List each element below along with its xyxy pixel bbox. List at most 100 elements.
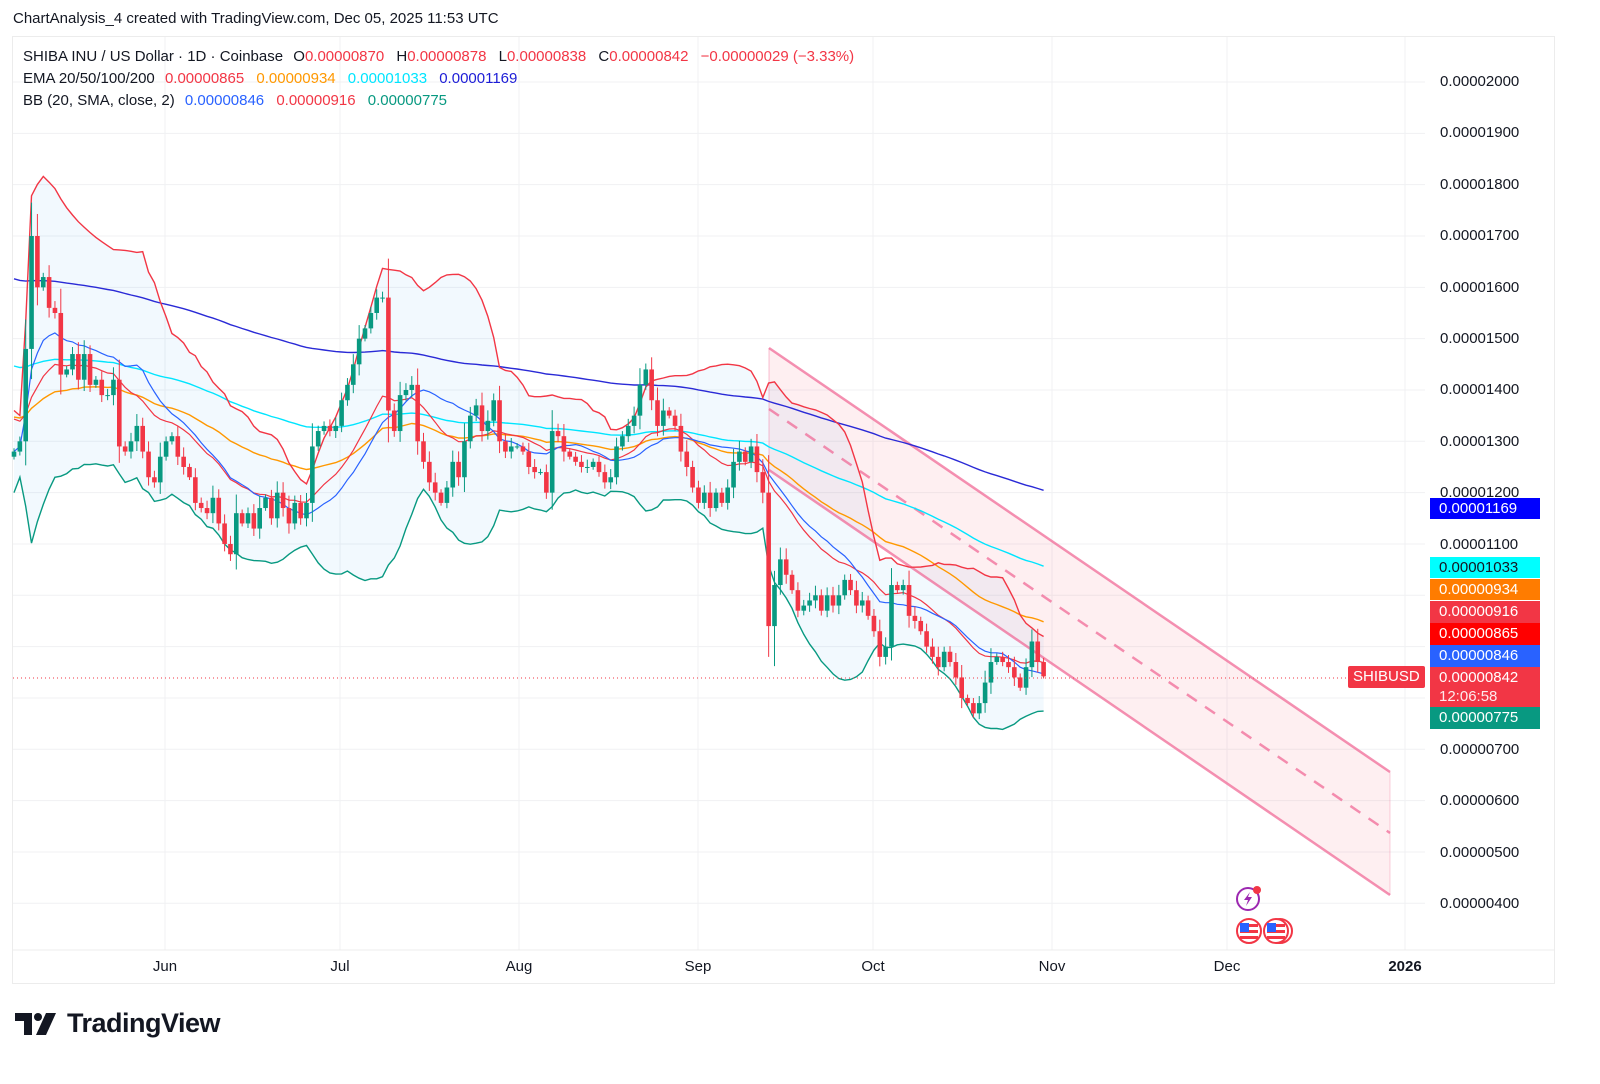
candle-body bbox=[216, 497, 222, 524]
us-economic-events-icon[interactable] bbox=[1234, 915, 1296, 947]
candle-body bbox=[596, 461, 602, 473]
candle-body bbox=[315, 431, 321, 447]
candle-body bbox=[544, 472, 549, 493]
candle-body bbox=[573, 456, 578, 462]
legend-ema-label[interactable]: EMA 20/50/100/200 bbox=[23, 70, 155, 87]
price-tick: 0.00001900 bbox=[1440, 124, 1520, 141]
candle-body bbox=[889, 585, 894, 647]
candle-body bbox=[46, 277, 52, 308]
channel-lower-line bbox=[768, 468, 1391, 897]
candle-body bbox=[386, 297, 391, 411]
candle-body bbox=[549, 431, 555, 493]
candle-body bbox=[918, 620, 924, 632]
channel-mid-line bbox=[768, 407, 1391, 835]
candle-body bbox=[140, 425, 145, 452]
candle-body bbox=[731, 461, 736, 488]
candle-body bbox=[321, 425, 327, 432]
bb-lower-line bbox=[13, 463, 1044, 731]
candle-body bbox=[789, 574, 795, 591]
candle-body bbox=[824, 595, 830, 611]
candle-body bbox=[403, 389, 409, 396]
candle-body bbox=[310, 446, 315, 503]
candle-body bbox=[181, 456, 186, 467]
legend-symbol[interactable]: SHIBA INU / US Dollar · 1D · Coinbase bbox=[23, 48, 284, 65]
candle-body bbox=[415, 384, 420, 442]
ema20-price-tag: 0.00000865 bbox=[1430, 623, 1540, 645]
legend-bb-label[interactable]: BB (20, SMA, close, 2) bbox=[23, 92, 175, 109]
candle-body bbox=[292, 502, 298, 524]
candle-body bbox=[263, 497, 268, 509]
legend-ema50: 0.00000934 bbox=[256, 70, 336, 87]
price-tick: 0.00000400 bbox=[1440, 895, 1520, 912]
time-tick-year: 2026 bbox=[1388, 958, 1422, 975]
candle-body bbox=[936, 656, 941, 668]
legend-bb-upper: 0.00000916 bbox=[276, 92, 356, 109]
candle-body bbox=[122, 446, 128, 452]
candle-body bbox=[900, 585, 906, 591]
candle-body bbox=[497, 400, 502, 442]
candle-body bbox=[64, 369, 69, 375]
candle-body bbox=[76, 354, 81, 380]
candle-body bbox=[1017, 677, 1023, 688]
last-price: 0.00000842 bbox=[1439, 669, 1519, 686]
bb-lower-price-tag: 0.00000775 bbox=[1430, 707, 1540, 729]
candle-body bbox=[204, 508, 210, 514]
candle-body bbox=[503, 441, 508, 452]
candle-body bbox=[719, 492, 725, 503]
price-tick: 0.00001400 bbox=[1440, 381, 1520, 398]
candle-body bbox=[427, 461, 432, 483]
candle-body bbox=[351, 364, 356, 385]
chart-legend: SHIBA INU / US Dollar · 1D · Coinbase O0… bbox=[23, 46, 862, 112]
candle-body bbox=[930, 646, 935, 657]
candle-body bbox=[345, 384, 350, 401]
candle-body bbox=[198, 502, 204, 509]
time-tick: Jul bbox=[330, 958, 350, 975]
candle-body bbox=[813, 595, 818, 601]
candle-body bbox=[982, 682, 988, 704]
lightning-event-icon[interactable] bbox=[1234, 884, 1264, 914]
candle-body bbox=[163, 441, 169, 457]
candle-body bbox=[702, 492, 707, 503]
candle-body bbox=[187, 466, 192, 478]
candle-body bbox=[169, 436, 175, 442]
candle-body bbox=[906, 585, 912, 616]
candle-body bbox=[468, 415, 473, 442]
candle-body bbox=[783, 559, 789, 575]
candle-body bbox=[678, 425, 684, 452]
candle-body bbox=[99, 379, 105, 396]
time-tick: Nov bbox=[1038, 958, 1066, 975]
candle-body bbox=[450, 461, 456, 488]
candle-body bbox=[871, 615, 877, 632]
ema100-price-tag: 0.00001033 bbox=[1430, 557, 1540, 578]
candle-body bbox=[380, 297, 385, 299]
candle-body bbox=[520, 446, 526, 452]
candle-body bbox=[625, 425, 631, 437]
ema20-line bbox=[13, 363, 1044, 664]
price-tick: 0.00001800 bbox=[1440, 176, 1520, 193]
candle-body bbox=[368, 312, 374, 329]
candle-body bbox=[257, 508, 262, 529]
candle-body bbox=[222, 523, 227, 544]
candle-body bbox=[819, 595, 824, 611]
legend-open: 0.00000870 bbox=[304, 48, 385, 65]
candle-body bbox=[444, 487, 450, 503]
candle-body bbox=[760, 472, 766, 493]
candle-body bbox=[538, 472, 543, 474]
candle-body bbox=[234, 513, 239, 555]
tradingview-logo[interactable]: TradingView bbox=[15, 1008, 221, 1039]
candle-body bbox=[52, 307, 58, 313]
chart-pane[interactable] bbox=[12, 36, 1555, 984]
candle-body bbox=[117, 379, 122, 447]
legend-ema100: 0.00001033 bbox=[347, 70, 428, 87]
chart-caption: ChartAnalysis_4 created with TradingView… bbox=[13, 10, 499, 27]
candle-body bbox=[941, 651, 947, 668]
candle-body bbox=[579, 461, 584, 467]
ema200-price-tag: 0.00001169 bbox=[1430, 498, 1540, 519]
candle-body bbox=[895, 585, 900, 591]
price-tick: 0.00001500 bbox=[1440, 330, 1520, 347]
candle-body bbox=[585, 466, 590, 468]
candle-body bbox=[391, 410, 397, 432]
candle-body bbox=[432, 482, 438, 493]
candle-body bbox=[696, 487, 701, 503]
